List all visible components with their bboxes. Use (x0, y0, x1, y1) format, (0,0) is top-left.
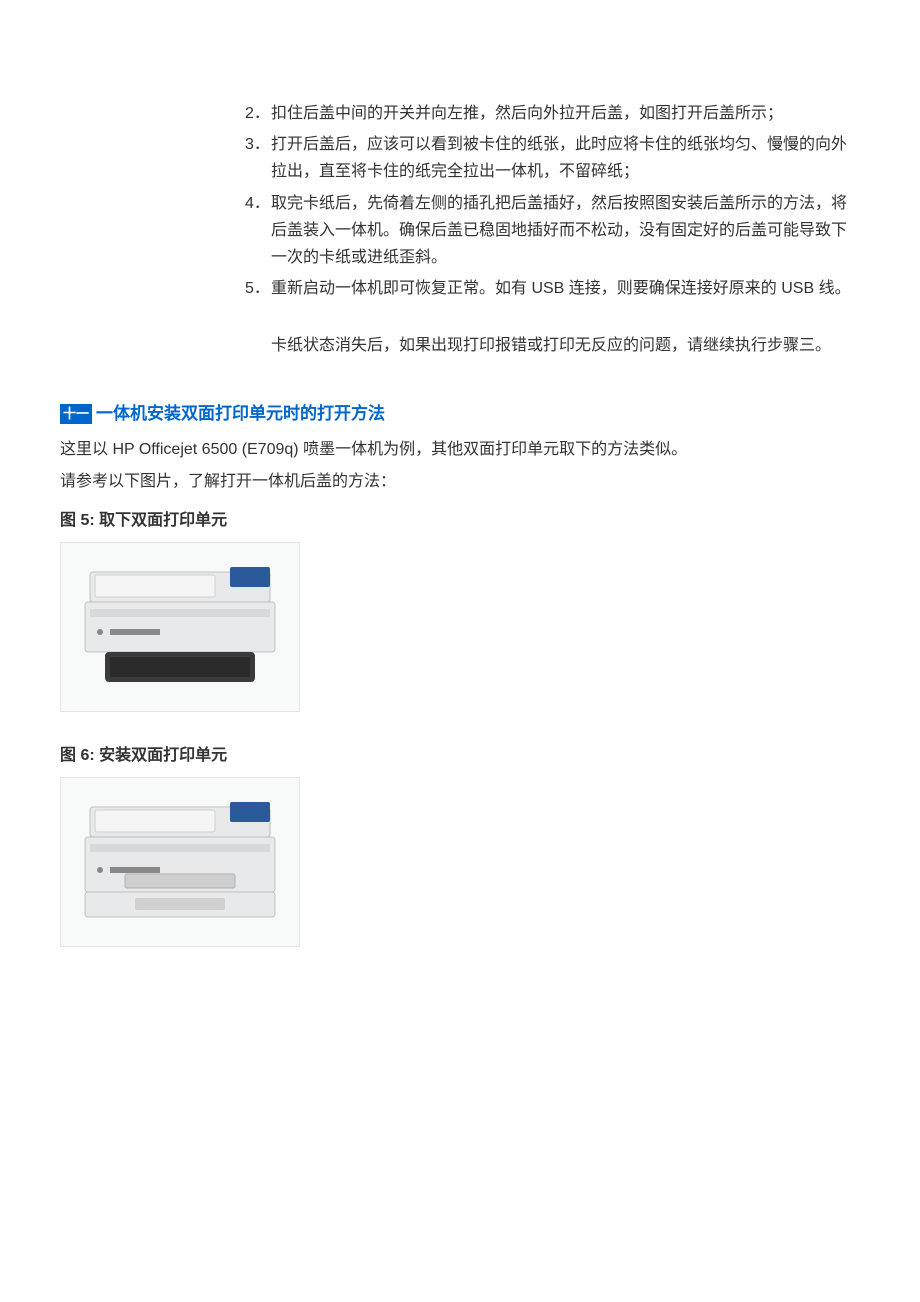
figure-title: 取下双面打印单元 (99, 512, 227, 529)
figure-label: 图 5: (60, 512, 99, 529)
step-number: 2． (245, 100, 271, 127)
numbered-steps: 2． 扣住后盖中间的开关并向左推，然后向外拉开后盖，如图打开后盖所示； 3． 打… (245, 100, 860, 302)
step-number: 5． (245, 275, 271, 302)
step-item: 4． 取完卡纸后，先倚着左侧的插孔把后盖插好，然后按照图安装后盖所示的方法，将后… (245, 190, 860, 272)
figure-label: 图 6: (60, 747, 99, 764)
intro-text-2: 请参考以下图片，了解打开一体机后盖的方法： (60, 468, 860, 495)
printer-illustration-icon (75, 557, 285, 697)
post-steps-note: 卡纸状态消失后，如果出现打印报错或打印无反应的问题，请继续执行步骤三。 (271, 332, 860, 359)
figure-6-caption: 图 6: 安装双面打印单元 (60, 742, 860, 769)
section-badge: 十一 (60, 404, 92, 424)
intro-text-1: 这里以 HP Officejet 6500 (E709q) 喷墨一体机为例，其他… (60, 436, 860, 463)
step-text: 打开后盖后，应该可以看到被卡住的纸张，此时应将卡住的纸张均匀、慢慢的向外拉出，直… (271, 131, 860, 185)
figure-6-image (60, 777, 300, 947)
figure-5-caption: 图 5: 取下双面打印单元 (60, 507, 860, 534)
printer-illustration-icon (75, 792, 285, 932)
section-header: 十一 一体机安装双面打印单元时的打开方法 (60, 400, 860, 429)
step-number: 4． (245, 190, 271, 272)
step-text: 扣住后盖中间的开关并向左推，然后向外拉开后盖，如图打开后盖所示； (271, 100, 860, 127)
step-number: 3． (245, 131, 271, 185)
step-text: 取完卡纸后，先倚着左侧的插孔把后盖插好，然后按照图安装后盖所示的方法，将后盖装入… (271, 190, 860, 272)
step-item: 2． 扣住后盖中间的开关并向左推，然后向外拉开后盖，如图打开后盖所示； (245, 100, 860, 127)
section-title: 一体机安装双面打印单元时的打开方法 (96, 400, 385, 429)
step-item: 5． 重新启动一体机即可恢复正常。如有 USB 连接，则要确保连接好原来的 US… (245, 275, 860, 302)
step-item: 3． 打开后盖后，应该可以看到被卡住的纸张，此时应将卡住的纸张均匀、慢慢的向外拉… (245, 131, 860, 185)
figure-5-image (60, 542, 300, 712)
step-text: 重新启动一体机即可恢复正常。如有 USB 连接，则要确保连接好原来的 USB 线… (271, 275, 860, 302)
figure-title: 安装双面打印单元 (99, 747, 227, 764)
